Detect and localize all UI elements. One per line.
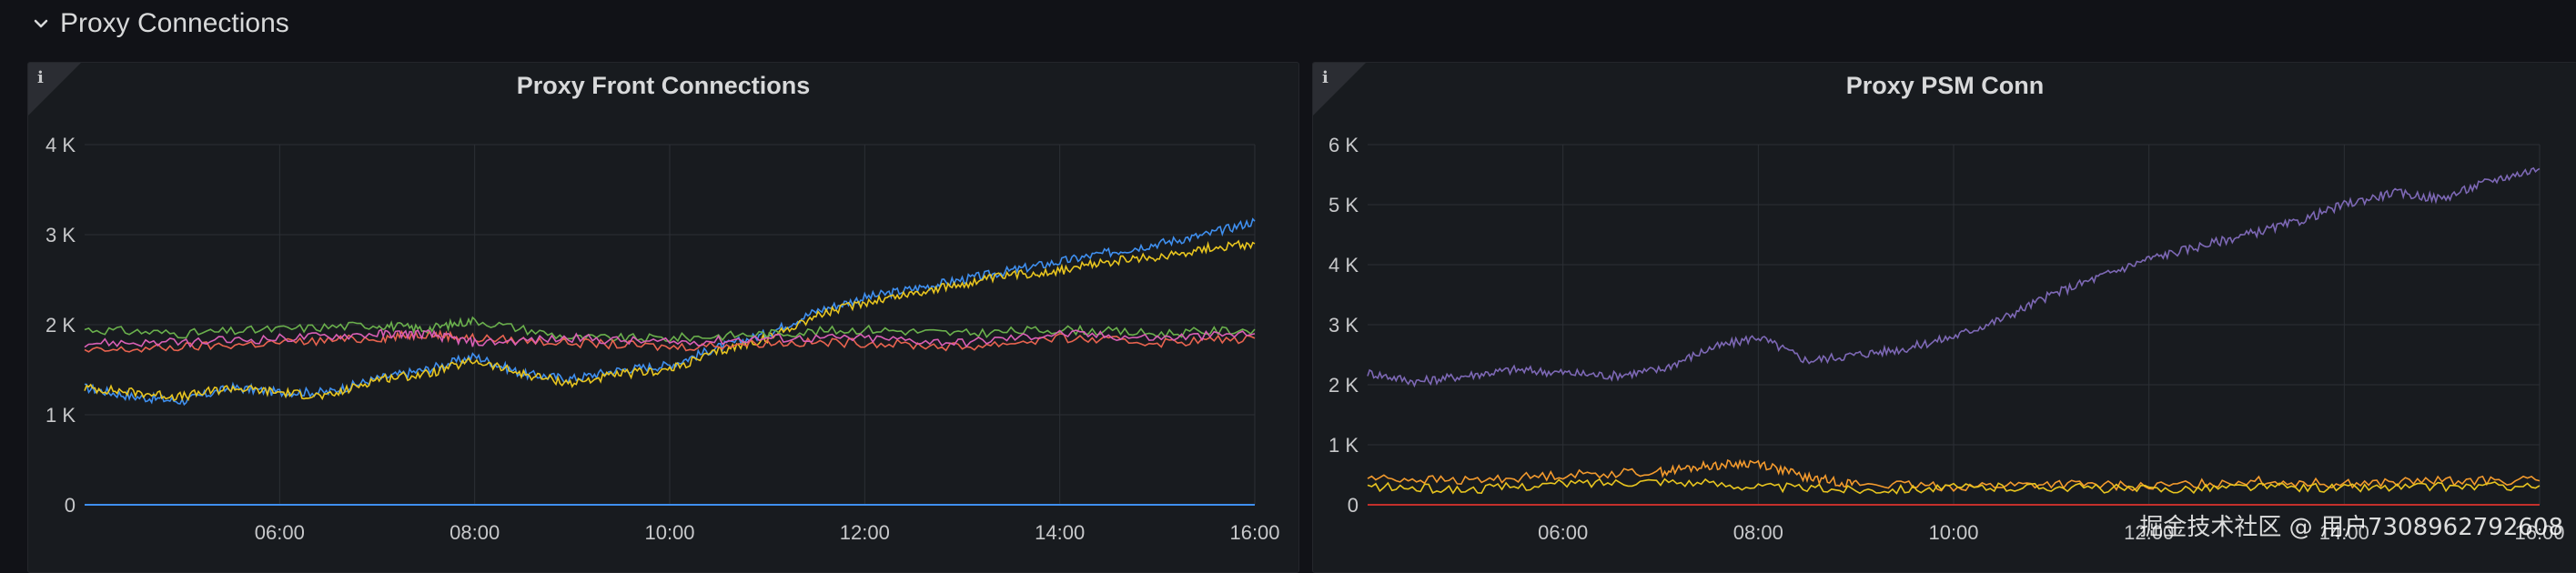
y-tick-label: 2 K <box>45 314 76 337</box>
x-tick-label: 14:00 <box>2319 521 2369 544</box>
y-tick-label: 3 K <box>1328 314 1359 337</box>
y-tick-label: 2 K <box>1328 374 1359 397</box>
x-tick-label: 06:00 <box>1538 521 1588 544</box>
y-tick-label: 0 <box>1348 494 1359 517</box>
series-pink-line[interactable] <box>84 328 1256 348</box>
series-green-line[interactable] <box>84 316 1256 344</box>
panel-info-corner[interactable] <box>28 63 81 116</box>
series-blue-line[interactable] <box>84 217 1256 407</box>
x-tick-label: 12:00 <box>840 521 890 544</box>
info-icon[interactable]: i <box>1322 68 1328 87</box>
panel-info-corner[interactable] <box>1313 63 1366 116</box>
x-tick-label: 12:00 <box>2124 521 2174 544</box>
row-title: Proxy Connections <box>60 8 289 38</box>
y-tick-label: 1 K <box>45 404 76 427</box>
panel-proxy-psm-conn: i Proxy PSM Conn 0 1 K 2 K 3 K 4 K 5 K 6 K 06:0… <box>1312 62 2576 573</box>
y-tick-label: 4 K <box>45 134 76 156</box>
x-tick-label: 14:00 <box>1035 521 1085 544</box>
panel-title[interactable]: Proxy PSM Conn <box>1845 72 2045 99</box>
chart-proxy-psm-conn: 0 1 K 2 K 3 K 4 K 5 K 6 K 06:00 08:00 10:00 12:00 1… <box>1328 134 2565 544</box>
y-tick-label: 1 K <box>1328 434 1359 457</box>
x-tick-label: 16:00 <box>2514 521 2564 544</box>
chart-proxy-front-connections: 0 1 K 2 K 3 K 4 K 06:00 08:00 10:00 12:00 14:00 16… <box>45 134 1280 544</box>
chevron-down-icon <box>34 19 48 28</box>
x-tick-label: 06:00 <box>255 521 305 544</box>
series-purple-line[interactable] <box>1367 166 2541 388</box>
x-tick-label: 08:00 <box>1733 521 1783 544</box>
info-icon[interactable]: i <box>37 68 44 87</box>
y-tick-label: 3 K <box>45 224 76 246</box>
x-tick-label: 10:00 <box>644 521 694 544</box>
series-yellow-line[interactable] <box>84 239 1256 402</box>
x-tick-label: 10:00 <box>1928 521 1978 544</box>
watermark: 掘金技术社区 @ 用户7308962792608 <box>2139 514 2563 541</box>
y-tick-label: 6 K <box>1328 134 1359 156</box>
row-collapse-toggle[interactable]: Proxy Connections <box>31 4 289 44</box>
x-tick-label: 16:00 <box>1229 521 1279 544</box>
panel-title[interactable]: Proxy Front Connections <box>516 72 811 99</box>
series-yellow2-line[interactable] <box>1367 478 2541 495</box>
y-tick-label: 5 K <box>1328 194 1359 216</box>
y-tick-label: 0 <box>65 494 76 517</box>
x-tick-label: 08:00 <box>450 521 500 544</box>
y-tick-label: 4 K <box>1328 254 1359 276</box>
